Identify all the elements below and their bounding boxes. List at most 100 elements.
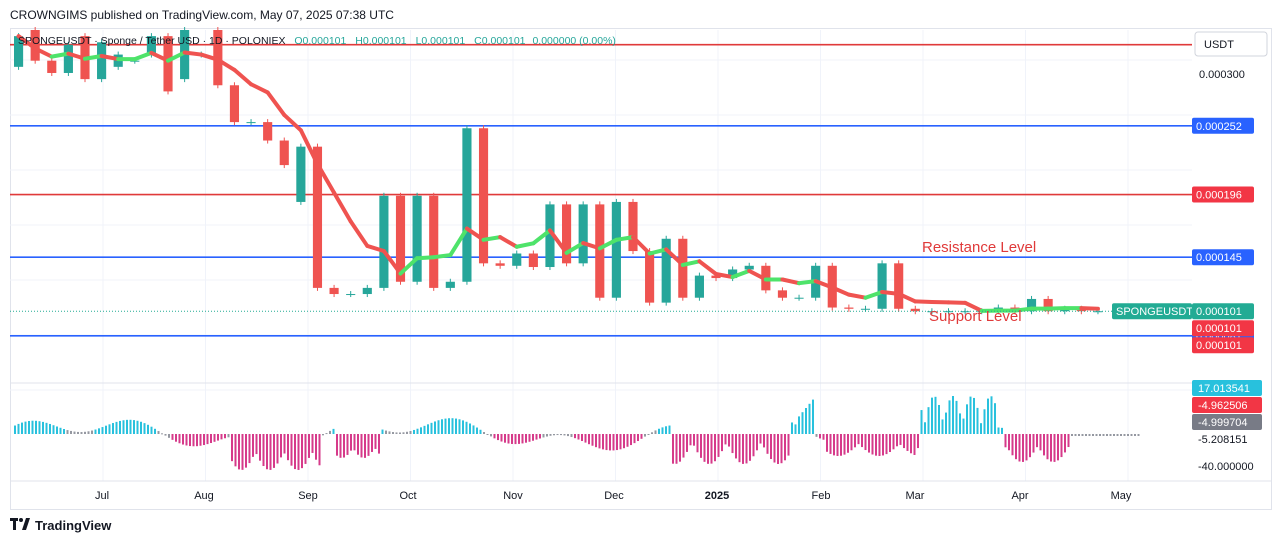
- x-tick-label: 2025: [705, 490, 729, 502]
- histogram-bar: [1113, 434, 1115, 436]
- histogram-bar: [864, 434, 867, 451]
- indicator-tag-text: -4.962506: [1198, 400, 1248, 412]
- histogram-bar: [584, 434, 587, 443]
- tradingview-logo-icon: [10, 518, 30, 533]
- histogram-bar: [385, 430, 387, 434]
- histogram-bar: [731, 434, 734, 454]
- currency-button[interactable]: [1194, 31, 1268, 57]
- histogram-bar: [875, 434, 877, 456]
- histogram-bar: [959, 413, 961, 434]
- histogram-bar: [213, 434, 216, 442]
- histogram-bar: [504, 434, 506, 443]
- histogram-bar: [630, 434, 632, 446]
- histogram-bar: [210, 434, 212, 444]
- histogram-bar: [931, 397, 933, 434]
- histogram-bar: [490, 434, 492, 437]
- histogram-bar: [297, 434, 300, 470]
- histogram-bar: [672, 434, 674, 464]
- histogram-bar: [336, 434, 338, 456]
- histogram-bar: [843, 434, 846, 455]
- candle-body: [146, 36, 156, 55]
- ma-segment: [913, 299, 934, 305]
- candle-body: [910, 308, 920, 312]
- y-tick-label: 0.000300: [1199, 69, 1245, 81]
- histogram-bar: [973, 397, 975, 434]
- ma-segment: [448, 226, 469, 258]
- histogram-bar: [318, 434, 321, 466]
- histogram-bar: [476, 427, 478, 434]
- ma-segment: [664, 247, 685, 267]
- histogram-bar: [539, 434, 541, 439]
- histogram-bar: [168, 434, 170, 438]
- symbol-tag: [1112, 303, 1192, 320]
- histogram-bar: [728, 434, 730, 447]
- histogram-bar: [1022, 434, 1024, 462]
- histogram-bar: [878, 434, 881, 456]
- histogram-bar: [815, 434, 818, 437]
- histogram-bar: [577, 434, 580, 440]
- histogram-bar: [451, 418, 454, 434]
- histogram-bar: [402, 432, 405, 434]
- histogram-bar: [784, 434, 786, 461]
- indicator-axis-label: -5.208151: [1198, 434, 1248, 446]
- ma-segment: [481, 235, 503, 242]
- histogram-bar: [416, 428, 419, 434]
- histogram-bar: [626, 434, 629, 447]
- chart-frame[interactable]: [10, 28, 1272, 510]
- histogram-bar: [430, 422, 433, 434]
- histogram-bar: [381, 429, 384, 434]
- tradingview-logo[interactable]: TradingView: [10, 518, 111, 533]
- ma-segment: [49, 51, 71, 59]
- histogram-bar: [84, 431, 86, 434]
- histogram-bar: [87, 431, 90, 434]
- histogram-bar: [1067, 434, 1070, 448]
- histogram-bar: [850, 434, 853, 451]
- ma-segment: [797, 279, 818, 286]
- histogram-bar: [332, 428, 335, 434]
- histogram-bar: [374, 434, 377, 449]
- histogram-bar: [882, 434, 884, 456]
- histogram-bar: [483, 432, 485, 434]
- candle-body: [462, 128, 472, 282]
- histogram-bar: [497, 434, 499, 441]
- histogram-bar: [812, 399, 814, 434]
- histogram-bar: [525, 434, 527, 443]
- histogram-bar: [133, 420, 135, 434]
- ma-segment: [846, 292, 868, 300]
- ma-segment: [531, 228, 552, 246]
- ma-segment: [232, 67, 254, 87]
- ma-segment: [498, 235, 519, 249]
- histogram-bar: [1116, 434, 1119, 436]
- ma-segment: [16, 34, 38, 51]
- histogram-bar: [150, 426, 153, 434]
- histogram-bar: [1085, 434, 1087, 436]
- histogram-bar: [206, 434, 209, 445]
- histogram-bar: [899, 434, 902, 445]
- histogram-bar: [171, 434, 174, 440]
- candle-body: [478, 128, 489, 264]
- histogram-bar: [108, 424, 111, 434]
- histogram-bar: [605, 434, 608, 451]
- candle-body: [877, 263, 887, 309]
- histogram-bar: [325, 433, 328, 435]
- histogram-bar: [175, 434, 177, 442]
- histogram-bar: [143, 423, 146, 434]
- histogram-bar: [567, 434, 569, 437]
- histogram-bar: [633, 434, 636, 444]
- histogram-bar: [997, 427, 1000, 434]
- ma-segment: [1079, 306, 1100, 311]
- histogram-bar: [301, 434, 303, 469]
- candle-body: [429, 195, 439, 288]
- histogram-bar: [1029, 434, 1031, 458]
- price-chart[interactable]: Resistance Level Support Level SPONGEUSD…: [0, 0, 1281, 512]
- price-level-tag: [1192, 249, 1254, 266]
- histogram-bar: [70, 430, 72, 434]
- histogram-bar: [1018, 434, 1021, 462]
- histogram-bar: [910, 434, 912, 454]
- histogram-bar: [766, 434, 769, 454]
- currency-label: USDT: [1204, 39, 1234, 51]
- price-level-tag: [1192, 117, 1254, 134]
- candles: [14, 27, 1103, 315]
- histogram-bar: [427, 424, 429, 434]
- histogram-bar: [570, 434, 573, 438]
